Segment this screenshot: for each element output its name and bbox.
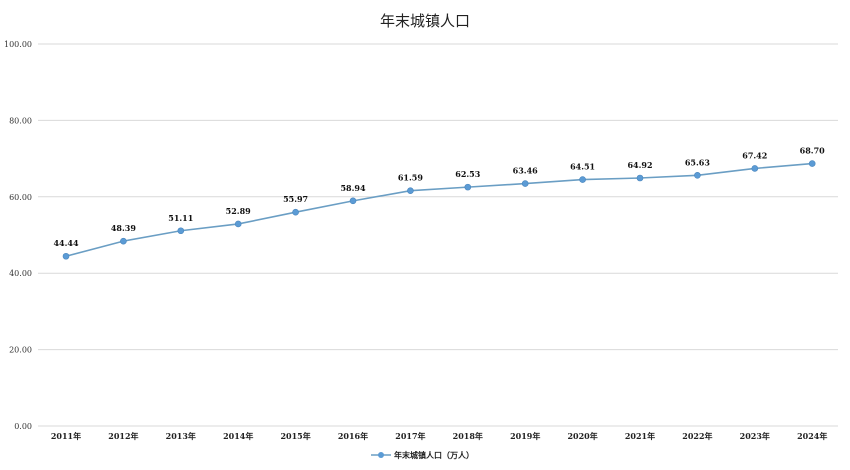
gridlines (38, 43, 838, 427)
data-label: 64.92 (627, 160, 652, 170)
data-label: 44.44 (53, 238, 78, 248)
series-points (62, 160, 816, 260)
data-label: 52.89 (226, 206, 251, 216)
data-label: 48.39 (111, 223, 136, 233)
data-point (62, 252, 70, 260)
x-tick-label: 2012年 (108, 431, 138, 441)
data-labels: 44.44 48.39 51.11 52.89 55.97 58.94 61.59 62.53… (53, 146, 825, 249)
y-tick-label: 60.00 (9, 193, 32, 202)
x-tick-label: 2019年 (510, 431, 540, 441)
data-point (751, 165, 759, 172)
x-tick-label: 2014年 (223, 431, 253, 441)
legend-label: 年末城镇人口（万人） (394, 450, 474, 460)
x-tick-label: 2015年 (280, 431, 310, 441)
y-axis-ticks: 0.00 20.00 40.00 60.00 80.00 100.00 (4, 40, 32, 431)
data-label: 61.59 (398, 173, 423, 183)
data-label: 51.11 (168, 213, 193, 223)
data-label: 64.51 (570, 162, 595, 172)
data-label: 62.53 (455, 169, 480, 179)
data-point (694, 171, 701, 179)
x-tick-label: 2017年 (395, 431, 425, 441)
data-point (464, 183, 472, 191)
series-line (65, 162, 813, 258)
chart-title: 年末城镇人口 (380, 12, 470, 30)
y-tick-label: 0.00 (14, 422, 32, 431)
legend: 年末城镇人口（万人） (371, 450, 474, 460)
x-tick-label: 2023年 (740, 431, 770, 441)
y-tick-label: 100.00 (4, 40, 32, 49)
data-point (177, 227, 185, 235)
x-tick-label: 2024年 (797, 431, 827, 441)
data-point (808, 160, 816, 167)
y-tick-label: 20.00 (9, 346, 32, 355)
x-tick-label: 2021年 (625, 431, 655, 441)
legend-point-marker (378, 452, 384, 458)
data-label: 63.46 (513, 166, 538, 176)
data-point (521, 180, 529, 187)
data-point (407, 187, 414, 195)
data-point (234, 220, 242, 228)
data-point (120, 237, 127, 245)
data-point (349, 197, 357, 205)
x-axis-ticks: 2011年 2012年 2013年 2014年 2015年 2016年 2017年 2018年… (51, 431, 827, 441)
data-label: 67.42 (742, 150, 767, 160)
data-label: 65.63 (685, 157, 710, 167)
data-label: 68.70 (800, 146, 825, 156)
data-point (292, 208, 299, 216)
data-label: 55.97 (283, 194, 308, 204)
data-label: 58.94 (340, 183, 365, 193)
data-point (636, 174, 644, 182)
x-tick-label: 2011年 (51, 431, 81, 441)
x-tick-label: 2016年 (338, 431, 368, 441)
series-line-layer (65, 162, 813, 258)
x-tick-label: 2022年 (682, 431, 712, 441)
data-point (579, 176, 586, 183)
x-tick-label: 2020年 (567, 431, 597, 441)
y-tick-label: 40.00 (9, 269, 32, 278)
y-tick-label: 80.00 (9, 116, 32, 125)
x-tick-label: 2013年 (166, 431, 196, 441)
x-tick-label: 2018年 (453, 431, 483, 441)
